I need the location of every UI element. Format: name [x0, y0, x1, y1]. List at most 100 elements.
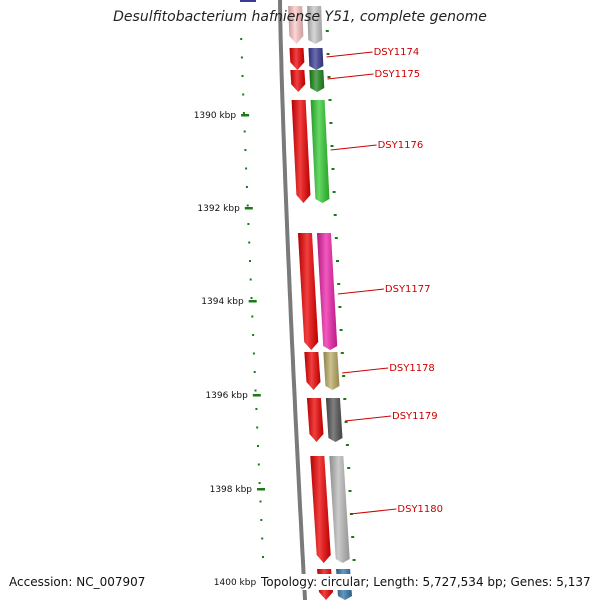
scale-ticks: 1390 kbp 1392 kbp 1394 kbp 1396 kbp 1398 kbp…	[194, 111, 270, 588]
scale-tick	[252, 394, 261, 397]
minor-tick-dot	[252, 352, 255, 355]
minor-tick-dot	[331, 168, 335, 170]
minor-tick-dot	[249, 260, 251, 262]
minor-tick-dot	[255, 408, 258, 410]
minor-tick-dots	[240, 30, 356, 577]
gene-strip-shade	[316, 233, 338, 350]
gene-label[interactable]: DSY1180	[397, 504, 443, 515]
minor-tick-dot	[262, 556, 264, 558]
minor-tick-dot	[334, 237, 338, 239]
minor-tick-dot	[241, 75, 244, 77]
gene-label[interactable]: DSY1178	[389, 363, 435, 374]
topology-text: Topology: circular; Length: 5,727,534 bp…	[259, 574, 593, 590]
orf-arrow-shade	[306, 398, 324, 442]
minor-tick-dot	[340, 352, 344, 354]
minor-tick-dot	[257, 463, 260, 466]
minor-tick-dot	[257, 445, 259, 447]
gene-label[interactable]: DSY1175	[375, 69, 421, 80]
genome-backbone	[278, 0, 307, 600]
accession-text: Accession: NC_007907	[7, 574, 148, 590]
minor-tick-dot	[260, 519, 263, 521]
partial-feature	[240, 0, 256, 2]
orf-arrow-shade	[304, 352, 321, 390]
minor-tick-dot	[240, 56, 243, 59]
orf-arrow-shade	[291, 100, 311, 203]
minor-tick-dot	[248, 241, 251, 244]
minor-tick-dot	[325, 30, 329, 32]
scale-tick-label: 1392 kbp	[197, 204, 240, 214]
minor-tick-dot	[330, 145, 334, 147]
gene-label-leader	[326, 51, 373, 58]
orf-arrow-shade	[290, 70, 306, 92]
minor-tick-dot	[243, 130, 246, 133]
gene-label[interactable]: DSY1179	[392, 411, 438, 422]
minor-tick-dot	[326, 53, 330, 55]
scale-tick	[241, 114, 250, 117]
minor-tick-dot	[253, 371, 256, 373]
minor-tick-dot	[345, 444, 349, 446]
minor-tick-dot	[336, 260, 339, 262]
scale-tick	[257, 488, 265, 491]
minor-tick-dot	[258, 482, 261, 484]
gene-features	[240, 0, 352, 600]
gene-labels: DSY1174 DSY1175 DSY1176 DSY1177 DSY1178 DSY11…	[326, 47, 443, 515]
gene-label-leader	[337, 288, 384, 295]
minor-tick-dot	[251, 315, 254, 318]
scale-tick-label: 1390 kbp	[194, 111, 237, 121]
minor-tick-dot	[347, 467, 351, 469]
minor-tick-dot	[259, 500, 262, 503]
minor-tick-dot	[240, 38, 243, 40]
minor-tick-dot	[247, 223, 250, 225]
minor-tick-dot	[333, 214, 337, 216]
gene-label[interactable]: DSY1174	[374, 47, 420, 58]
orf-arrow-shade	[288, 6, 304, 44]
minor-tick-dot	[348, 490, 352, 492]
minor-tick-dot	[242, 93, 245, 96]
backbone-line	[278, 0, 307, 600]
orf-arrow-shade	[297, 233, 319, 350]
gene-strip-shade	[308, 48, 324, 70]
gene-label-leader	[350, 508, 397, 515]
minor-tick-dot	[344, 421, 348, 423]
gene-label[interactable]: DSY1176	[378, 140, 424, 151]
gene-label[interactable]: DSY1177	[385, 284, 431, 295]
gene-label-leader	[327, 73, 374, 80]
gene-label-leader	[330, 144, 377, 151]
gene-label-leader	[344, 415, 392, 422]
minor-tick-dot	[249, 278, 252, 281]
minor-tick-dot	[343, 398, 347, 400]
minor-tick-dot	[245, 167, 248, 170]
minor-tick-dot	[256, 426, 259, 429]
minor-tick-dot	[250, 297, 253, 299]
scale-tick-label: 1394 kbp	[201, 297, 244, 307]
minor-tick-dot	[242, 112, 245, 114]
gene-strip-shade	[325, 398, 343, 442]
minor-tick-dot	[252, 334, 255, 336]
minor-tick-dot	[246, 204, 249, 207]
minor-tick-dot	[244, 149, 247, 151]
gene-strip-shade	[309, 70, 325, 92]
minor-tick-dot	[352, 559, 356, 561]
scale-tick-label: 1396 kbp	[205, 391, 248, 401]
gene-strip-shade	[329, 456, 350, 563]
scale-tick-label: 1398 kbp	[210, 485, 253, 495]
minor-tick-dot	[254, 389, 257, 392]
minor-tick-dot	[327, 76, 331, 78]
minor-tick-dot	[245, 186, 248, 188]
gene-label-leader	[342, 367, 389, 374]
minor-tick-dot	[332, 191, 336, 193]
scale-tick-label: 1400 kbp	[214, 578, 257, 588]
minor-tick-dot	[328, 99, 332, 101]
gene-strip-shade	[307, 6, 323, 44]
orf-arrow-shade	[289, 48, 305, 70]
map-title: Desulfitobacterium hafniense Y51, comple…	[113, 9, 487, 25]
minor-tick-dot	[337, 283, 341, 285]
orf-arrow-shade	[310, 456, 331, 563]
minor-tick-dot	[338, 306, 342, 308]
minor-tick-dot	[329, 122, 333, 124]
gene-strip-shade	[323, 352, 340, 390]
gene-strip-shade	[310, 100, 330, 203]
minor-tick-dot	[261, 537, 264, 540]
scale-tick	[248, 300, 257, 303]
